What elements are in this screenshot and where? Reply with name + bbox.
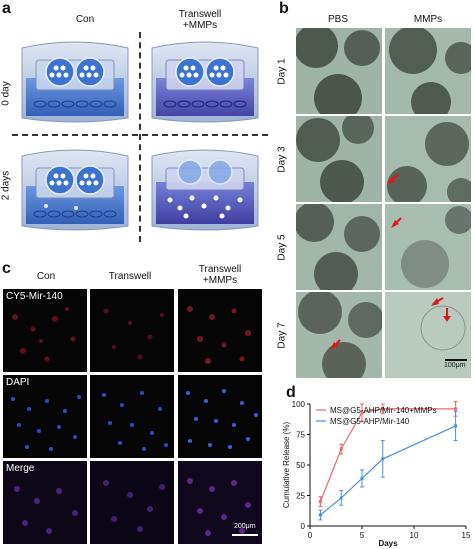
- arrow-icon: [431, 297, 444, 306]
- x-tick-label: 10: [410, 531, 419, 540]
- fluor-row-label-cy5: CY5-Mir-140: [6, 291, 63, 302]
- fluor-dapi-transwell-mmps: [178, 375, 262, 458]
- panel-d-label: d: [286, 384, 296, 401]
- panel-a-horizontal-divider: [12, 134, 268, 136]
- panel-c-col-header-transwell: Transwell: [108, 271, 152, 282]
- micrograph-pbs-day1: [296, 28, 382, 114]
- panel-b-scale-bar-label: 100μm: [444, 362, 466, 369]
- micrograph-pbs-day5: [296, 204, 382, 290]
- panel-a-well-con-0day: [21, 41, 129, 123]
- y-tick-label: 100: [292, 400, 306, 409]
- fluor-cy5-transwell: [90, 289, 174, 372]
- micrograph-pbs-day3: [296, 116, 382, 202]
- panel-c-label: c: [2, 260, 11, 277]
- data-point: [339, 496, 343, 500]
- panel-a-col-header-transwell-mmps: Transwell +MMPs: [178, 9, 222, 31]
- fluor-merge-con: Merge: [3, 461, 87, 544]
- panel-b-row-label-day5: Day 5: [276, 234, 288, 261]
- panel-b-row-label-day1: Day 1: [276, 58, 288, 85]
- micrograph-mmps-day5: [385, 204, 471, 290]
- arrow-icon: [330, 339, 341, 350]
- fluor-merge-transwell: [90, 461, 174, 544]
- y-tick-label: 25: [296, 492, 305, 501]
- panel-c-scale-bar-label: 200μm: [234, 523, 256, 530]
- fluor-merge-transwell-mmps: 200μm: [178, 461, 262, 544]
- x-tick-label: 5: [360, 531, 365, 540]
- fluor-row-label-merge: Merge: [6, 463, 35, 474]
- x-tick-label: 0: [308, 531, 313, 540]
- data-point: [454, 407, 458, 411]
- legend-label-1: MS@G5-AHP/Mir-140+MMPs: [330, 406, 437, 415]
- data-point: [339, 447, 343, 451]
- panel-b-label: b: [279, 0, 289, 17]
- panel-a-label: a: [2, 0, 11, 17]
- data-point: [318, 500, 322, 504]
- fluor-dapi-transwell: [90, 375, 174, 458]
- series-line-2: [320, 425, 456, 516]
- panel-c-col-header-con: Con: [36, 271, 56, 282]
- panel-a-col-header-con: Con: [75, 14, 95, 25]
- micrograph-mmps-day7: [385, 292, 471, 378]
- fluor-dapi-con: DAPI: [3, 375, 87, 458]
- panel-b-row-label-day7: Day 7: [276, 322, 288, 349]
- fluor-cy5-con: CY5-Mir-140: [3, 289, 87, 372]
- data-point: [360, 476, 364, 480]
- data-point: [318, 513, 322, 517]
- arrow-icon: [391, 217, 402, 228]
- y-axis-label: Cumulative Release (%): [282, 422, 291, 509]
- data-point: [454, 424, 458, 428]
- release-chart: 0 25 50 75 100 0 5 10 15 Days Cumulative Release (…: [282, 400, 471, 548]
- arrow-icon: [387, 173, 400, 184]
- data-point: [381, 457, 385, 461]
- y-tick-label: 0: [301, 522, 306, 531]
- data-point: [360, 411, 364, 415]
- panel-b-col-header-mmps: MMPs: [413, 14, 443, 25]
- panel-a-vertical-divider: [139, 32, 141, 242]
- panel-a-row-label-0-day: 0 day: [0, 81, 12, 106]
- panel-c-col-header-transwell-mmps: Transwell +MMPs: [198, 264, 242, 286]
- x-axis-label: Days: [378, 539, 398, 548]
- legend-label-2: MS@G5-AHP/Mir-140: [330, 417, 410, 426]
- x-tick-label: 15: [462, 531, 471, 540]
- micrograph-mmps-day1: [385, 28, 471, 114]
- panel-a-well-mmps-2days: [151, 149, 259, 231]
- fluor-cy5-transwell-mmps: [178, 289, 262, 372]
- panel-a-row-label-2-days: 2 days: [0, 170, 12, 201]
- micrograph-mmps-day3: [385, 116, 471, 202]
- y-tick-label: 50: [296, 461, 305, 470]
- y-tick-label: 75: [296, 431, 305, 440]
- panel-a-well-mmps-0day: [151, 41, 259, 123]
- panel-a-well-con-2days: [21, 149, 129, 231]
- panel-b-row-label-day3: Day 3: [276, 146, 288, 173]
- data-point: [381, 407, 385, 411]
- fluor-row-label-dapi: DAPI: [6, 377, 30, 388]
- panel-b-col-header-pbs: PBS: [327, 14, 348, 25]
- micrograph-pbs-day7: [296, 292, 382, 378]
